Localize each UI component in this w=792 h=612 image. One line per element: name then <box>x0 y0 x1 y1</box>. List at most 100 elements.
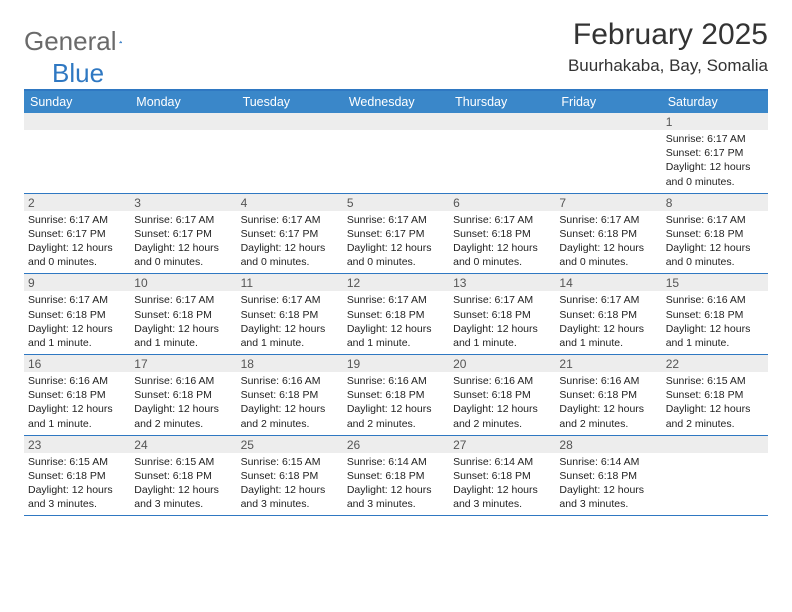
day-cell: 9Sunrise: 6:17 AMSunset: 6:18 PMDaylight… <box>24 274 130 354</box>
day-number: 14 <box>555 274 661 291</box>
day-body: Sunrise: 6:16 AMSunset: 6:18 PMDaylight:… <box>237 372 343 435</box>
day-body <box>449 130 555 136</box>
sunrise-text: Sunrise: 6:16 AM <box>241 374 339 388</box>
daylight-text: Daylight: 12 hours and 3 minutes. <box>28 483 126 511</box>
sunset-text: Sunset: 6:18 PM <box>453 388 551 402</box>
day-cell: 2Sunrise: 6:17 AMSunset: 6:17 PMDaylight… <box>24 194 130 274</box>
day-cell <box>130 113 236 193</box>
daylight-text: Daylight: 12 hours and 2 minutes. <box>134 402 232 430</box>
daylight-text: Daylight: 12 hours and 1 minute. <box>134 322 232 350</box>
day-cell: 25Sunrise: 6:15 AMSunset: 6:18 PMDayligh… <box>237 436 343 516</box>
sunset-text: Sunset: 6:18 PM <box>134 469 232 483</box>
location: Buurhakaba, Bay, Somalia <box>568 56 768 76</box>
sunrise-text: Sunrise: 6:17 AM <box>28 213 126 227</box>
day-number <box>24 113 130 130</box>
daylight-text: Daylight: 12 hours and 3 minutes. <box>134 483 232 511</box>
day-cell: 26Sunrise: 6:14 AMSunset: 6:18 PMDayligh… <box>343 436 449 516</box>
day-cell <box>237 113 343 193</box>
day-number: 19 <box>343 355 449 372</box>
sunset-text: Sunset: 6:18 PM <box>453 469 551 483</box>
dow-thursday: Thursday <box>449 91 555 113</box>
dow-tuesday: Tuesday <box>237 91 343 113</box>
dow-wednesday: Wednesday <box>343 91 449 113</box>
sunset-text: Sunset: 6:18 PM <box>347 469 445 483</box>
logo-text-blue: Blue <box>52 58 104 89</box>
sunset-text: Sunset: 6:17 PM <box>134 227 232 241</box>
day-body: Sunrise: 6:14 AMSunset: 6:18 PMDaylight:… <box>343 453 449 516</box>
dow-friday: Friday <box>555 91 661 113</box>
week-row: 1Sunrise: 6:17 AMSunset: 6:17 PMDaylight… <box>24 113 768 194</box>
daylight-text: Daylight: 12 hours and 2 minutes. <box>666 402 764 430</box>
week-row: 23Sunrise: 6:15 AMSunset: 6:18 PMDayligh… <box>24 436 768 517</box>
sunset-text: Sunset: 6:18 PM <box>28 308 126 322</box>
day-cell <box>449 113 555 193</box>
day-cell: 7Sunrise: 6:17 AMSunset: 6:18 PMDaylight… <box>555 194 661 274</box>
daylight-text: Daylight: 12 hours and 1 minute. <box>347 322 445 350</box>
sunset-text: Sunset: 6:18 PM <box>28 388 126 402</box>
day-number: 3 <box>130 194 236 211</box>
day-body: Sunrise: 6:16 AMSunset: 6:18 PMDaylight:… <box>24 372 130 435</box>
sunset-text: Sunset: 6:18 PM <box>134 308 232 322</box>
day-cell <box>555 113 661 193</box>
sunrise-text: Sunrise: 6:17 AM <box>134 213 232 227</box>
daylight-text: Daylight: 12 hours and 2 minutes. <box>347 402 445 430</box>
day-body <box>662 453 768 459</box>
day-cell: 14Sunrise: 6:17 AMSunset: 6:18 PMDayligh… <box>555 274 661 354</box>
day-number: 21 <box>555 355 661 372</box>
day-body: Sunrise: 6:16 AMSunset: 6:18 PMDaylight:… <box>130 372 236 435</box>
day-cell: 8Sunrise: 6:17 AMSunset: 6:18 PMDaylight… <box>662 194 768 274</box>
sunrise-text: Sunrise: 6:14 AM <box>453 455 551 469</box>
day-cell: 13Sunrise: 6:17 AMSunset: 6:18 PMDayligh… <box>449 274 555 354</box>
day-number <box>237 113 343 130</box>
day-number: 6 <box>449 194 555 211</box>
daylight-text: Daylight: 12 hours and 1 minute. <box>28 322 126 350</box>
day-body: Sunrise: 6:16 AMSunset: 6:18 PMDaylight:… <box>555 372 661 435</box>
day-number: 12 <box>343 274 449 291</box>
sunset-text: Sunset: 6:18 PM <box>453 308 551 322</box>
day-cell: 5Sunrise: 6:17 AMSunset: 6:17 PMDaylight… <box>343 194 449 274</box>
sunrise-text: Sunrise: 6:17 AM <box>666 213 764 227</box>
day-cell: 22Sunrise: 6:15 AMSunset: 6:18 PMDayligh… <box>662 355 768 435</box>
sunrise-text: Sunrise: 6:17 AM <box>666 132 764 146</box>
day-body: Sunrise: 6:15 AMSunset: 6:18 PMDaylight:… <box>24 453 130 516</box>
week-row: 16Sunrise: 6:16 AMSunset: 6:18 PMDayligh… <box>24 355 768 436</box>
sunrise-text: Sunrise: 6:16 AM <box>134 374 232 388</box>
day-number: 27 <box>449 436 555 453</box>
sunset-text: Sunset: 6:18 PM <box>559 388 657 402</box>
day-body: Sunrise: 6:17 AMSunset: 6:18 PMDaylight:… <box>343 291 449 354</box>
day-number <box>662 436 768 453</box>
day-cell: 24Sunrise: 6:15 AMSunset: 6:18 PMDayligh… <box>130 436 236 516</box>
day-cell: 16Sunrise: 6:16 AMSunset: 6:18 PMDayligh… <box>24 355 130 435</box>
day-body: Sunrise: 6:17 AMSunset: 6:17 PMDaylight:… <box>130 211 236 274</box>
day-cell: 27Sunrise: 6:14 AMSunset: 6:18 PMDayligh… <box>449 436 555 516</box>
daylight-text: Daylight: 12 hours and 1 minute. <box>28 402 126 430</box>
day-cell: 21Sunrise: 6:16 AMSunset: 6:18 PMDayligh… <box>555 355 661 435</box>
sunrise-text: Sunrise: 6:17 AM <box>347 293 445 307</box>
day-number: 1 <box>662 113 768 130</box>
sunset-text: Sunset: 6:18 PM <box>241 308 339 322</box>
day-of-week-header: Sunday Monday Tuesday Wednesday Thursday… <box>24 91 768 113</box>
daylight-text: Daylight: 12 hours and 2 minutes. <box>453 402 551 430</box>
day-body: Sunrise: 6:14 AMSunset: 6:18 PMDaylight:… <box>555 453 661 516</box>
day-number: 26 <box>343 436 449 453</box>
day-number: 18 <box>237 355 343 372</box>
day-number <box>343 113 449 130</box>
month-title: February 2025 <box>568 18 768 52</box>
sunset-text: Sunset: 6:18 PM <box>666 227 764 241</box>
day-cell: 1Sunrise: 6:17 AMSunset: 6:17 PMDaylight… <box>662 113 768 193</box>
day-body <box>343 130 449 136</box>
day-number: 9 <box>24 274 130 291</box>
logo-sail-icon <box>119 33 122 51</box>
day-number: 22 <box>662 355 768 372</box>
day-number: 20 <box>449 355 555 372</box>
sunrise-text: Sunrise: 6:15 AM <box>241 455 339 469</box>
logo-text-general: General <box>24 26 117 57</box>
daylight-text: Daylight: 12 hours and 1 minute. <box>559 322 657 350</box>
day-cell: 10Sunrise: 6:17 AMSunset: 6:18 PMDayligh… <box>130 274 236 354</box>
day-body: Sunrise: 6:17 AMSunset: 6:17 PMDaylight:… <box>343 211 449 274</box>
day-body: Sunrise: 6:15 AMSunset: 6:18 PMDaylight:… <box>662 372 768 435</box>
week-row: 9Sunrise: 6:17 AMSunset: 6:18 PMDaylight… <box>24 274 768 355</box>
day-cell: 12Sunrise: 6:17 AMSunset: 6:18 PMDayligh… <box>343 274 449 354</box>
sunrise-text: Sunrise: 6:16 AM <box>559 374 657 388</box>
sunrise-text: Sunrise: 6:16 AM <box>347 374 445 388</box>
